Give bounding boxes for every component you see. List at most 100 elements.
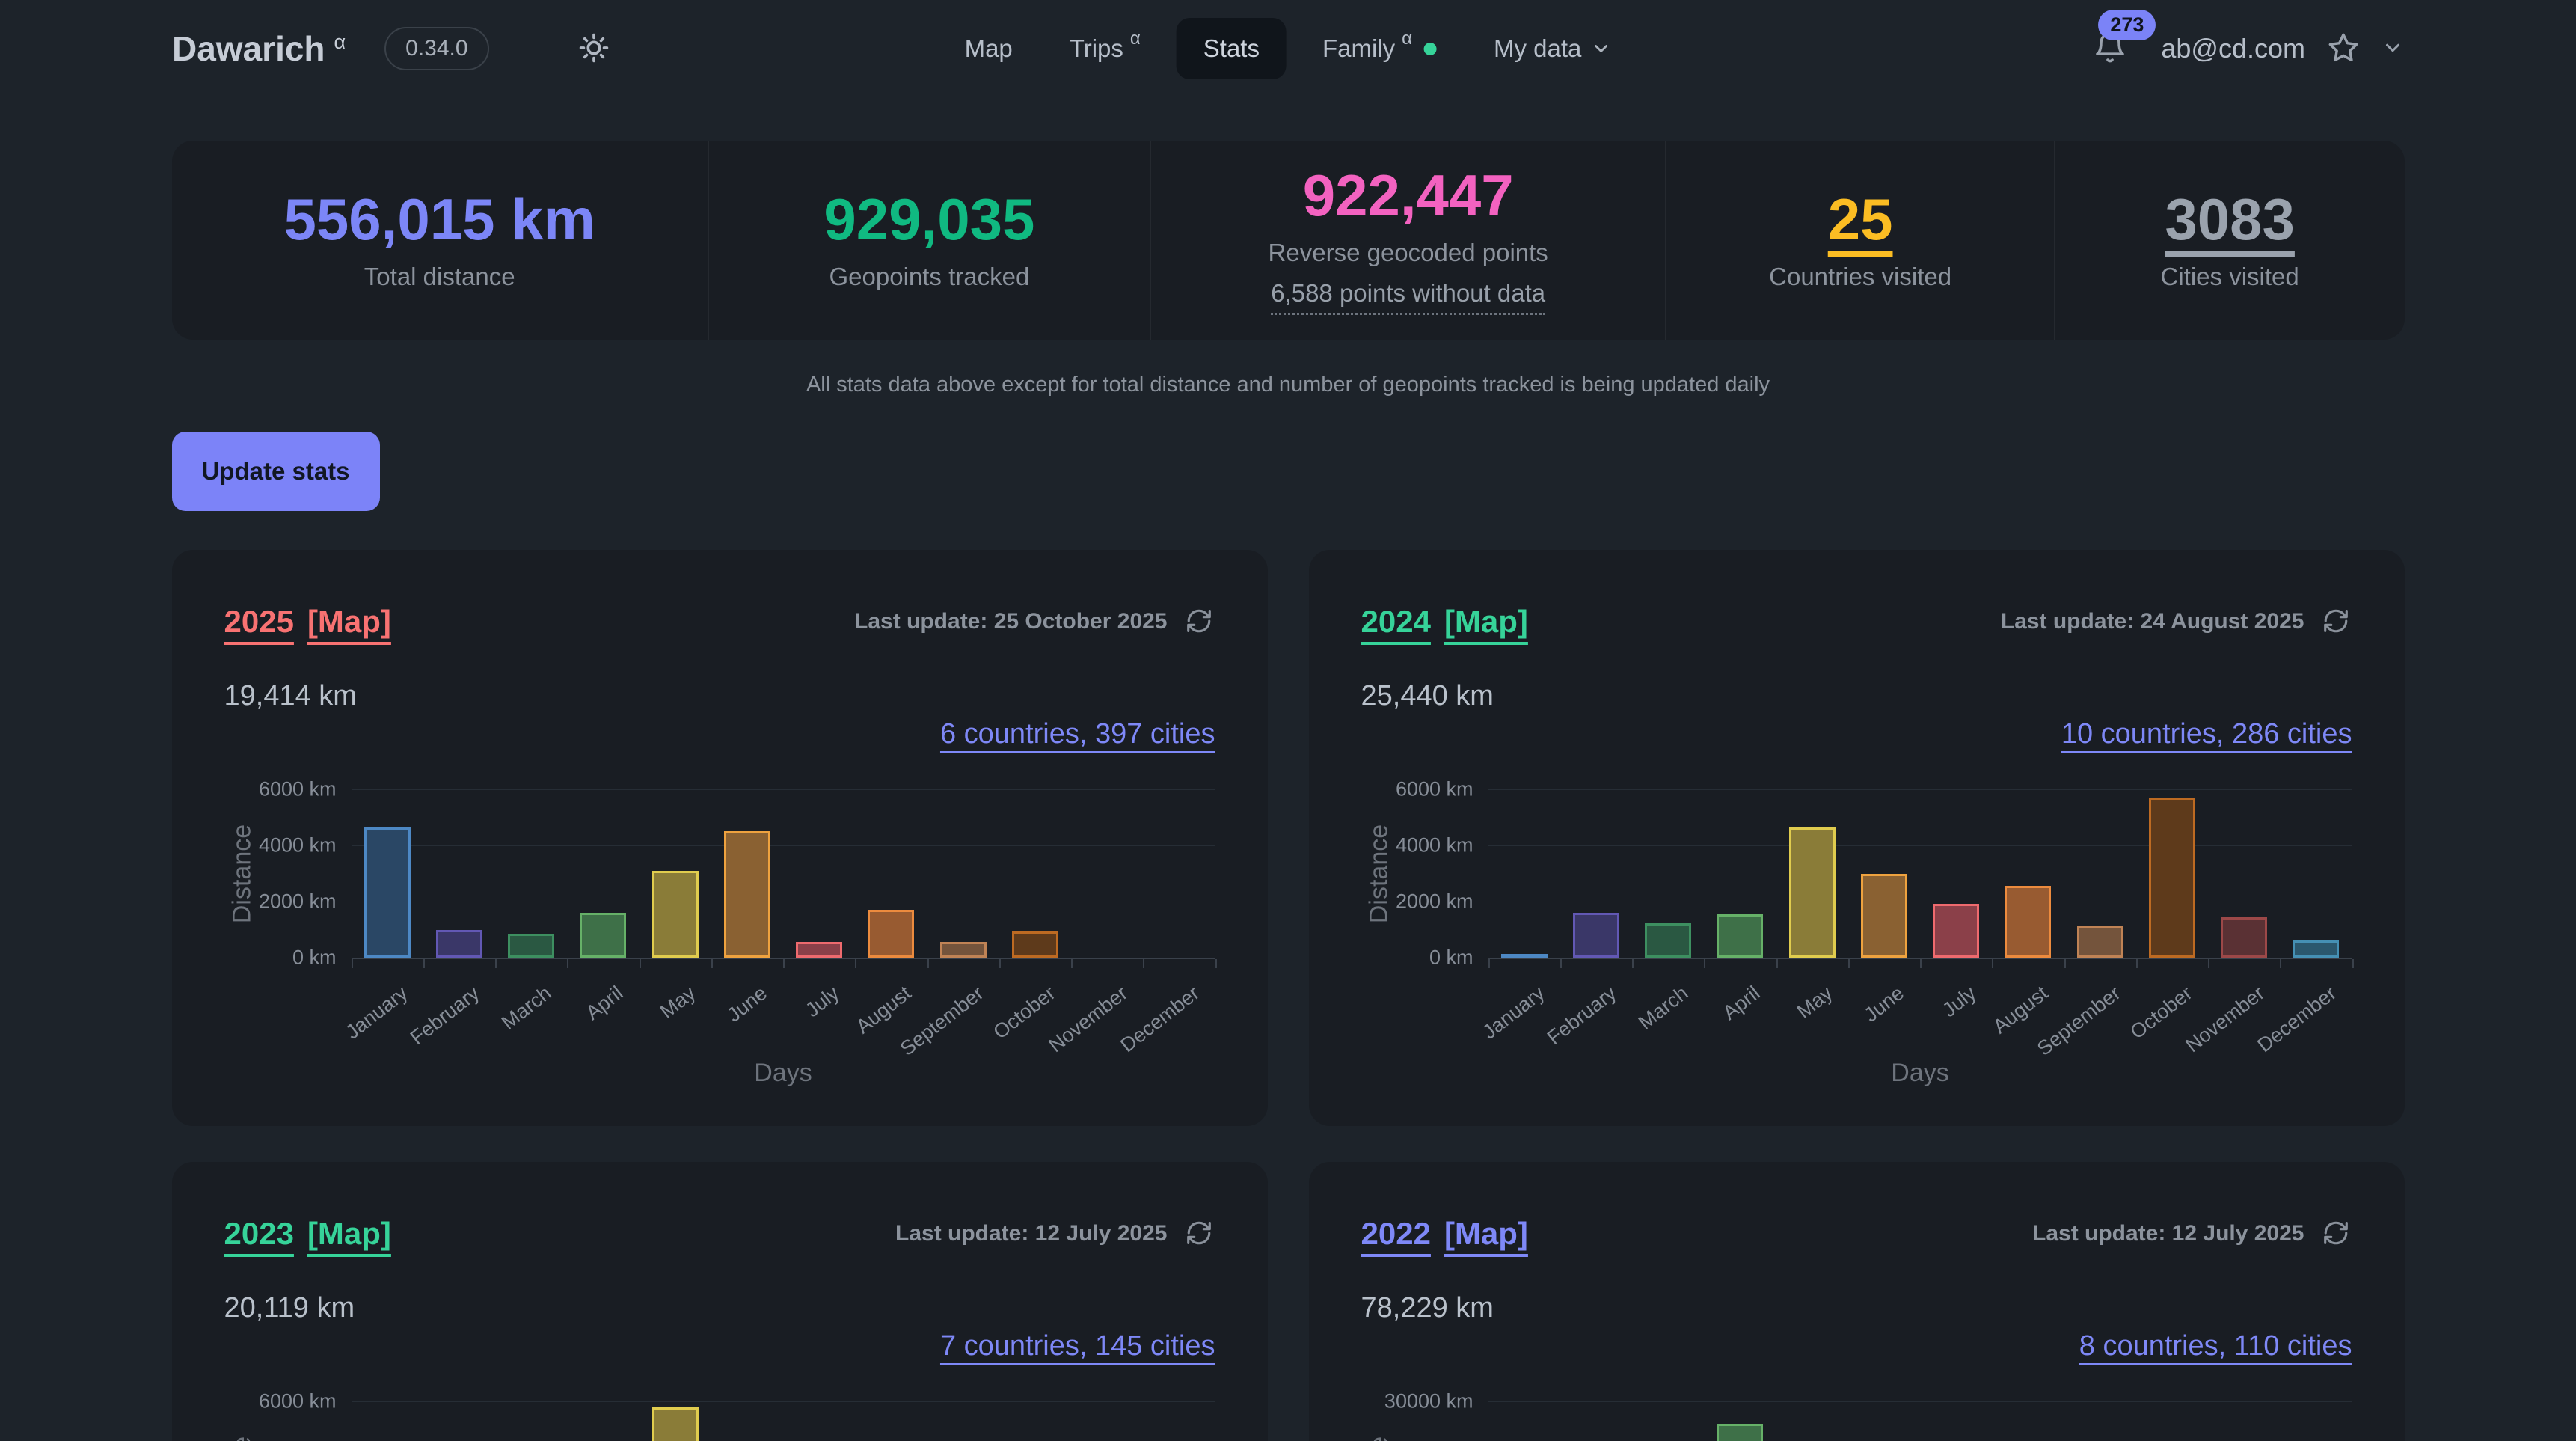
year-distance: 20,119 km [224,1292,355,1324]
x-tick-label: May [655,982,700,1024]
bar-april[interactable] [1717,1424,1764,1441]
y-axis-title: Distance [227,1436,257,1441]
x-tick-label: December [1116,982,1203,1057]
map-link[interactable]: [Map] [307,604,391,639]
distance-chart-2022[interactable]: 0 km10000 km20000 km30000 kmJanuaryFebru… [1361,1386,2352,1441]
bar-october[interactable] [1011,931,1058,958]
year-link[interactable]: 2023 [224,1216,294,1251]
bar-june[interactable] [723,831,770,958]
nav-item-trips[interactable]: Trips α [1069,28,1141,62]
version-badge: 0.34.0 [384,27,489,70]
year-distance: 19,414 km [224,680,357,712]
y-tick-label: 4000 km [258,833,337,857]
refresh-icon [2319,605,2352,640]
bar-april[interactable] [1717,914,1764,958]
bar-june[interactable] [1860,873,1907,958]
x-tick-label: November [1043,982,1132,1057]
user-menu-button[interactable] [2382,37,2404,61]
bar-october[interactable] [2148,797,2195,958]
map-link[interactable]: [Map] [1444,604,1528,639]
x-tick-mark [999,959,1001,968]
bar-february[interactable] [435,929,482,958]
year-card-2024: 2024 [Map] Last update: 24 August 2025 2… [1308,550,2405,1126]
year-link[interactable]: 2022 [1361,1216,1431,1251]
card-title: 2022 [Map] [1361,1216,1528,1252]
x-tick-mark [1071,959,1073,968]
bar-july[interactable] [796,942,843,958]
bar-may[interactable] [651,870,699,958]
countries-visited-value[interactable]: 25 [1827,186,1893,253]
points-without-data[interactable]: 6,588 points without data [1271,279,1546,315]
notification-count-badge: 273 [2098,9,2156,40]
countries-cities-link[interactable]: 7 countries, 145 cities [939,1330,1215,1362]
refresh-button[interactable] [2319,605,2352,640]
gridline [351,958,1215,959]
bar-august[interactable] [868,910,915,958]
x-tick-mark [855,959,857,968]
last-update: Last update: 12 July 2025 [895,1217,1215,1252]
navbar: Dawarich α 0.34.0 Map Trips α Stats Family… [0,0,2576,97]
bar-january[interactable] [1500,953,1548,958]
x-tick-mark [1847,959,1850,968]
x-tick-label: July [801,982,844,1022]
y-tick-label: 0 km [1429,946,1473,969]
nav-item-map[interactable]: Map [964,34,1013,62]
favorite-button[interactable] [2326,31,2361,67]
year-link[interactable]: 2025 [224,604,294,639]
theme-toggle-button[interactable] [577,31,610,67]
x-tick-mark [1632,959,1634,968]
nav-item-my-data[interactable]: My data [1473,19,1632,78]
map-link[interactable]: [Map] [307,1216,391,1251]
refresh-button[interactable] [1183,1217,1215,1252]
bar-july[interactable] [1933,903,1980,958]
bar-march[interactable] [508,934,555,958]
stat-countries-visited: 25 Countries visited [1665,141,2053,340]
card-header: 2024 [Map] Last update: 24 August 2025 [1361,604,2352,640]
year-card-2023: 2023 [Map] Last update: 12 July 2025 20,… [171,1162,1268,1441]
nav-item-stats[interactable]: Stats [1176,18,1287,79]
total-distance-label: Total distance [364,262,515,290]
last-update: Last update: 24 August 2025 [2001,605,2352,640]
distance-chart-2025[interactable]: 0 km 2000 km 4000 km 6000 km January February… [224,774,1217,1126]
notifications-button[interactable]: 273 [2092,9,2156,70]
year-link[interactable]: 2024 [1361,604,1431,639]
countries-cities-link[interactable]: 10 countries, 286 cities [2061,718,2352,750]
x-tick-mark [567,959,569,968]
bar-may[interactable] [651,1407,699,1441]
bar-september[interactable] [939,942,987,958]
map-link[interactable]: [Map] [1444,1216,1528,1251]
x-tick-mark [1776,959,1778,968]
countries-cities-link[interactable]: 6 countries, 397 cities [939,718,1215,750]
x-tick-label: June [723,982,772,1027]
year-cards-grid: 2025 [Map] Last update: 25 October 2025 … [171,550,2405,1441]
brand-text: Dawarich [172,29,325,68]
bar-january[interactable] [364,827,411,958]
last-update: Last update: 25 October 2025 [854,605,1215,640]
last-update-text: Last update: 12 July 2025 [895,1221,1168,1246]
bar-march[interactable] [1645,923,1692,958]
brand-link[interactable]: Dawarich α [172,28,346,69]
refresh-button[interactable] [2319,1217,2352,1252]
cities-visited-value[interactable]: 3083 [2165,186,2295,253]
refresh-button[interactable] [1183,605,1215,640]
x-tick-mark [2064,959,2066,968]
x-tick-mark [1143,959,1145,968]
countries-cities-link[interactable]: 8 countries, 110 cities [2079,1330,2352,1362]
stat-total-distance: 556,015 km Total distance [172,141,708,340]
x-tick-mark [351,959,353,968]
bar-april[interactable] [580,913,627,958]
gridline [351,789,1215,790]
x-tick-label: August [1989,982,2052,1038]
bar-november[interactable] [2221,917,2268,958]
user-email[interactable]: ab@cd.com [2161,33,2305,64]
stats-page: 556,015 km Total distance 929,035 Geopoi… [171,141,2405,1441]
bar-september[interactable] [2076,926,2123,958]
bar-december[interactable] [2293,940,2340,958]
bar-may[interactable] [1788,827,1836,958]
bar-august[interactable] [2005,886,2052,958]
nav-item-family[interactable]: Family α [1301,19,1458,78]
bar-february[interactable] [1572,913,1619,958]
update-stats-button[interactable]: Update stats [171,432,380,511]
distance-chart-2024[interactable]: 0 km 2000 km 4000 km 6000 km January February… [1361,774,2354,1126]
